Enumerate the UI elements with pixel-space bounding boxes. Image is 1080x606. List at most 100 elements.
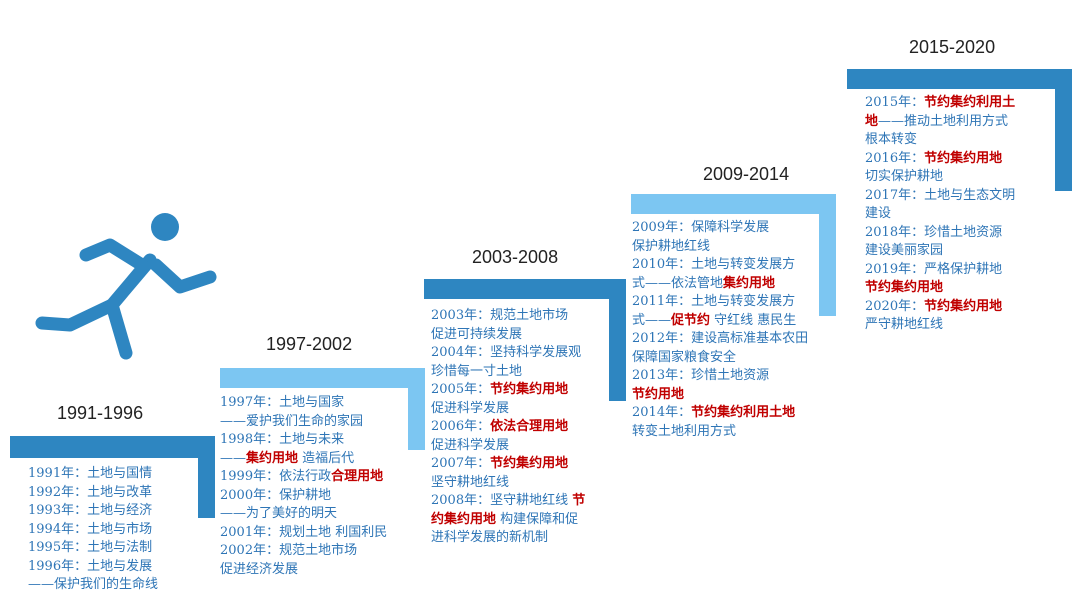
entry-text: 促进经济发展: [220, 561, 299, 577]
entry-text: 2007年：: [431, 456, 491, 471]
highlight-text: 节约集约用地: [490, 456, 569, 471]
entry-text: 2011年：土地与转变发展方: [632, 294, 796, 309]
timeline-entry-line: 1995年：土地与法制: [28, 539, 158, 558]
step-bar-2009-horizontal: [631, 194, 836, 214]
entry-text: 2012年：建设高标准基本农田: [632, 331, 809, 346]
timeline-entry-line: 促进科学发展: [431, 400, 585, 419]
entry-text: 建设: [865, 206, 892, 221]
entry-text: 2013年：珍惜土地资源: [632, 368, 770, 383]
timeline-entry-line: 严守耕地红线: [865, 316, 1015, 335]
timeline-entry-line: 2002年：规范土地市场: [220, 542, 387, 561]
timeline-entry-line: 促进可持续发展: [431, 326, 585, 345]
period-items-2009-2014: 2009年：保障科学发展 保护耕地红线 2010年：土地与转变发展方 式——依法管地集…: [632, 219, 808, 441]
entry-text: 坚守耕地红线: [431, 474, 510, 490]
period-items-2015-2020: 2015年：节约集约利用土 地——推动土地利用方式 根本转变 2016年：节约集约用地…: [865, 94, 1015, 335]
entry-text: 1991年：土地与国情: [28, 466, 153, 481]
entry-text: 2008年：坚守耕地红线: [431, 493, 573, 508]
entry-text: 1993年：土地与经济: [28, 503, 153, 518]
period-items-1997-2002: 1997年：土地与国家 ——爱护我们生命的家园 1998年：土地与未来 ——集约用地 …: [220, 394, 387, 579]
entry-text: 2014年：: [632, 405, 692, 420]
timeline-entry-line: 2006年：依法合理用地: [431, 418, 585, 437]
highlight-text: 依法合理用地: [490, 419, 569, 434]
entry-text: 2001年：规划土地 利国利民: [220, 524, 388, 540]
entry-text: 切实保护耕地: [865, 169, 944, 184]
entry-text: ——爱护我们生命的家园: [220, 413, 364, 429]
period-items-2003-2008: 2003年：规范土地市场 促进可持续发展 2004年：坚持科学发展观 珍惜每一寸土地 2…: [431, 307, 585, 548]
timeline-entry-line: 节约用地: [632, 386, 808, 405]
entry-text: 1999年：依法行政: [220, 469, 332, 484]
timeline-entry-line: 坚守耕地红线: [431, 474, 585, 493]
timeline-entry-line: 2008年：坚守耕地红线 节: [431, 492, 585, 511]
entry-text: 2019年：严格保护耕地: [865, 261, 1003, 277]
entry-text: 促进可持续发展: [431, 326, 523, 342]
period-label-2009-2014: 2009-2014: [703, 164, 790, 184]
timeline-entry-line: ——集约用地 造福后代: [220, 450, 387, 469]
highlight-text: 集约用地: [723, 275, 776, 291]
timeline-entry-line: 2004年：坚持科学发展观: [431, 344, 585, 363]
entry-text: 2015年：: [865, 95, 925, 110]
period-label-2015-2020: 2015-2020: [909, 37, 996, 57]
timeline-entry-line: 珍惜每一寸土地: [431, 363, 585, 382]
timeline-entry-line: 2018年：珍惜土地资源: [865, 224, 1015, 243]
highlight-text: 节约集约利用土地: [691, 405, 796, 420]
timeline-entry-line: 1998年：土地与未来: [220, 431, 387, 450]
entry-text: ——保护我们的生命线: [28, 577, 159, 592]
timeline-entry-line: 促进科学发展: [431, 437, 585, 456]
step-bar-2009-vertical: [819, 194, 836, 316]
entry-text: 建设美丽家园: [865, 243, 944, 258]
entry-text: ——: [220, 450, 246, 466]
step-bar-2015-horizontal: [847, 69, 1072, 89]
highlight-text: 节约集约用地: [924, 150, 1003, 166]
highlight-text: 节约集约利用土: [924, 95, 1016, 110]
entry-text: 进科学发展的新机制: [431, 530, 549, 545]
step-bar-1997-horizontal: [220, 368, 425, 388]
timeline-entry-line: 2017年：土地与生态文明: [865, 187, 1015, 206]
entry-text: 保障国家粮食安全: [632, 349, 737, 365]
entry-text: 2017年：土地与生态文明: [865, 187, 1016, 203]
highlight-text: 节约集约用地: [490, 382, 569, 397]
highlight-text: 节: [572, 493, 586, 508]
highlight-text: 促节约: [671, 312, 711, 328]
entry-text: 1992年：土地与改革: [28, 484, 153, 500]
highlight-text: 节约集约用地: [924, 298, 1003, 314]
entry-text: 促进科学发展: [431, 400, 510, 416]
timeline-entry-line: 1996年：土地与发展: [28, 558, 158, 577]
timeline-entry-line: 根本转变: [865, 131, 1015, 150]
timeline-entry-line: 地——推动土地利用方式: [865, 113, 1015, 132]
entry-text: 式——依法管地: [632, 275, 724, 291]
timeline-entry-line: 2020年：节约集约用地: [865, 298, 1015, 317]
timeline-entry-line: 1993年：土地与经济: [28, 502, 158, 521]
period-label-2003-2008: 2003-2008: [472, 247, 559, 267]
highlight-text: 节约用地: [632, 386, 685, 402]
highlight-text: 地: [865, 113, 879, 129]
timeline-entry-line: 2010年：土地与转变发展方: [632, 256, 808, 275]
timeline-entry-line: 1999年：依法行政合理用地: [220, 468, 387, 487]
entry-text: 1994年：土地与市场: [28, 521, 153, 537]
timeline-entry-line: 2019年：严格保护耕地: [865, 261, 1015, 280]
period-label-1991-1996: 1991-1996: [57, 403, 144, 423]
timeline-entry-line: 建设: [865, 205, 1015, 224]
entry-text: 2020年：: [865, 298, 925, 314]
timeline-entry-line: 2000年：保护耕地: [220, 487, 387, 506]
timeline-entry-line: 2011年：土地与转变发展方: [632, 293, 808, 312]
timeline-entry-line: 建设美丽家园: [865, 242, 1015, 261]
timeline-entry-line: 2009年：保障科学发展: [632, 219, 808, 238]
entry-text: 2018年：珍惜土地资源: [865, 224, 1003, 240]
entry-text: 造福后代: [298, 450, 355, 466]
timeline-entry-line: 2014年：节约集约利用土地: [632, 404, 808, 423]
entry-text: 转变土地利用方式: [632, 423, 737, 439]
entry-text: 1998年：土地与未来: [220, 432, 345, 447]
entry-text: 构建保障和促: [496, 511, 579, 527]
timeline-entry-line: 2015年：节约集约利用土: [865, 94, 1015, 113]
period-label-1997-2002: 1997-2002: [266, 334, 353, 354]
running-person-icon: [35, 213, 217, 360]
highlight-text: 约集约用地: [431, 511, 497, 527]
timeline-entry-line: 2016年：节约集约用地: [865, 150, 1015, 169]
timeline-entry-line: 保护耕地红线: [632, 238, 808, 257]
timeline-entry-line: 进科学发展的新机制: [431, 529, 585, 548]
entry-text: ——推动土地利用方式: [878, 113, 1009, 129]
entry-text: 2006年：: [431, 419, 491, 434]
timeline-entry-line: 1991年：土地与国情: [28, 465, 158, 484]
entry-text: 2016年：: [865, 150, 925, 166]
entry-text: 1995年：土地与法制: [28, 540, 153, 555]
